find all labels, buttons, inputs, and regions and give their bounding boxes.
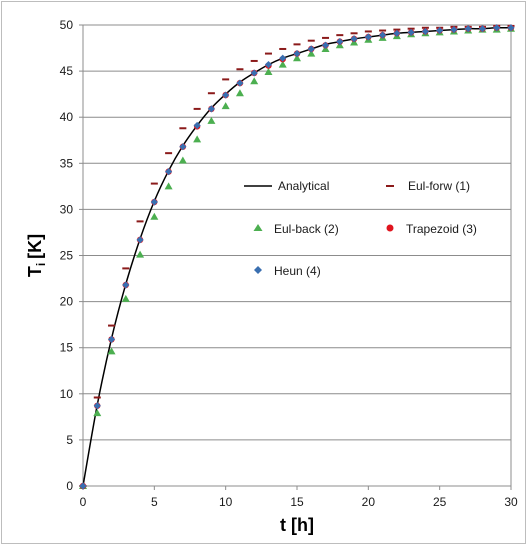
- eul-back-point: [235, 89, 244, 97]
- heun-point: [150, 198, 158, 206]
- eul-back-point: [107, 347, 116, 355]
- eul-back-point: [164, 182, 173, 190]
- heun-point: [307, 45, 315, 53]
- eul-back-point: [93, 409, 102, 417]
- y-tick-label: 25: [60, 249, 74, 263]
- heun-point: [450, 26, 458, 34]
- y-tick-label: 50: [60, 18, 74, 32]
- eul-back-point: [250, 77, 259, 85]
- x-tick-label: 15: [290, 495, 304, 509]
- heun-point: [421, 27, 429, 36]
- heun-point: [93, 402, 101, 410]
- heun-point: [478, 25, 487, 33]
- y-axis-title-unit: [K]: [25, 234, 45, 259]
- heun-point: [464, 25, 472, 33]
- eul-back-point: [207, 116, 216, 124]
- x-tick-label: 30: [504, 495, 518, 509]
- eul-back-point: [136, 250, 145, 258]
- legend-swatch-heun: [254, 266, 262, 274]
- legend-label-heun: Heun (4): [274, 264, 321, 278]
- heun-point: [507, 24, 515, 32]
- series-triangle: [79, 24, 515, 489]
- series-dash: [79, 24, 515, 487]
- eul-back-point: [307, 49, 316, 57]
- heun-point: [379, 31, 387, 39]
- heun-point: [393, 29, 401, 37]
- heun-point: [136, 236, 144, 244]
- x-tick-label: 10: [219, 495, 233, 509]
- legend-label-trapezoid: Trapezoid (3): [406, 222, 477, 236]
- y-tick-label: 20: [60, 295, 74, 309]
- y-tick-label: 35: [60, 156, 74, 170]
- gridlines: [83, 24, 511, 441]
- y-tick-label: 15: [60, 341, 74, 355]
- y-tick-label: 0: [66, 479, 73, 493]
- y-axis-title-main: T: [25, 266, 45, 277]
- x-tick-label: 5: [151, 495, 158, 509]
- legend-label-analytical: Analytical: [278, 179, 329, 193]
- x-tick-label: 20: [362, 495, 376, 509]
- x-tick-label: 0: [80, 495, 87, 509]
- eul-back-point: [150, 212, 159, 220]
- x-axis-title: t [h]: [280, 515, 314, 535]
- heun-point: [107, 335, 116, 344]
- legend-swatch-eul-back: [253, 224, 263, 231]
- y-tick-label: 10: [60, 387, 74, 401]
- eul-back-point: [264, 68, 273, 76]
- heun-point: [407, 28, 415, 36]
- y-axis-title: Ti [K]: [25, 234, 48, 277]
- heun-point: [321, 41, 330, 49]
- eul-back-point: [221, 102, 230, 110]
- eul-back-point: [193, 135, 202, 143]
- heun-point: [222, 91, 230, 99]
- heun-point: [279, 54, 287, 62]
- legend: Analytical Eul-forw (1) Eul-back (2) Tra…: [244, 179, 477, 278]
- heun-point: [79, 482, 87, 490]
- series-diamond: [79, 24, 515, 490]
- legend-swatch-trapezoid: [386, 224, 394, 232]
- series-markers: [79, 24, 515, 490]
- y-tick-labels: 0 5 10 15 20 25 30 35 40 45 50: [60, 18, 74, 493]
- heun-point: [236, 79, 244, 87]
- axes: [79, 24, 512, 490]
- heun-point: [165, 167, 173, 176]
- heun-point: [493, 24, 501, 32]
- analytical-curve: [82, 26, 512, 487]
- heun-point: [293, 49, 301, 58]
- heun-point: [264, 61, 273, 69]
- y-axis-title-subscript: i: [34, 263, 48, 266]
- legend-label-eul-back: Eul-back (2): [274, 222, 339, 236]
- y-tick-label: 40: [60, 110, 74, 124]
- heun-point: [436, 26, 444, 35]
- y-tick-label: 30: [60, 202, 74, 216]
- y-tick-label: 5: [66, 433, 73, 447]
- analytical-line: [82, 26, 512, 487]
- y-tick-label: 45: [60, 64, 74, 78]
- eul-back-point: [178, 156, 187, 164]
- heun-point: [207, 105, 215, 113]
- x-tick-label: 25: [433, 495, 447, 509]
- legend-label-eul-forw: Eul-forw (1): [408, 179, 470, 193]
- heun-point: [364, 33, 372, 41]
- heun-point: [336, 37, 344, 46]
- heun-point: [179, 143, 187, 151]
- eul-back-point: [278, 60, 287, 68]
- series-circle: [79, 24, 515, 490]
- eul-back-point: [121, 294, 130, 302]
- eul-back-point: [293, 54, 301, 62]
- heun-point: [193, 121, 201, 130]
- x-tick-labels: 0 5 10 15 20 25 30: [80, 495, 518, 509]
- heun-point: [350, 35, 358, 43]
- heun-point: [122, 281, 130, 289]
- heun-point: [250, 69, 258, 77]
